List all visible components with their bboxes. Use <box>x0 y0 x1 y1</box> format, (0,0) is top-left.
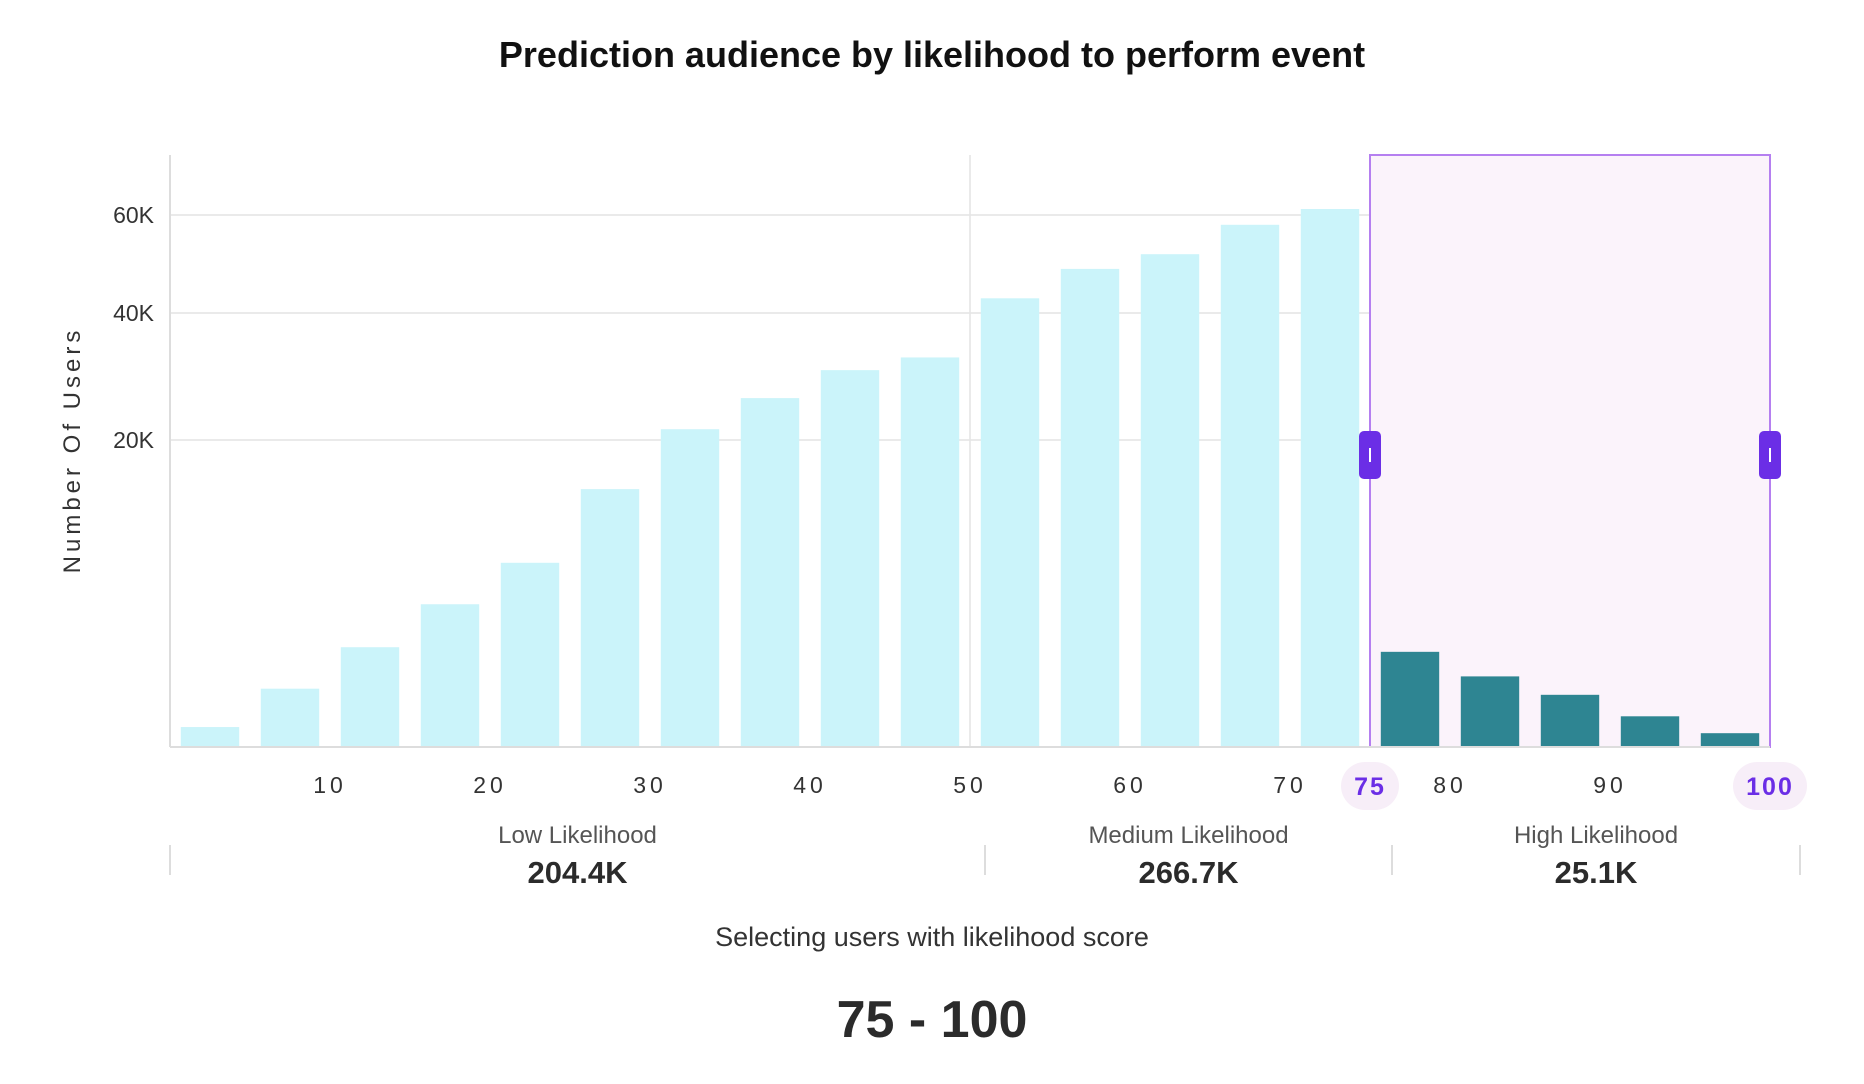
y-tick-label: 60K <box>113 202 155 228</box>
x-tick-label: 80 <box>1433 772 1467 798</box>
selection-start-label: 75 <box>1354 773 1386 801</box>
bar-85-90 <box>1540 694 1600 747</box>
bar-80-85 <box>1460 676 1520 747</box>
segment-name: Medium Likelihood <box>1088 822 1288 849</box>
x-tick-label: 60 <box>1113 772 1147 798</box>
bar-95-100 <box>1700 733 1760 747</box>
selection-end-label: 100 <box>1746 773 1794 801</box>
bar-70-75 <box>1300 209 1360 747</box>
chart-title: Prediction audience by likelihood to per… <box>498 34 1366 75</box>
likelihood-segments: Low Likelihood 204.4K Medium Likelihood 266… <box>169 822 1801 890</box>
bars <box>180 209 1760 748</box>
axes <box>169 155 1770 748</box>
x-tick-label: 90 <box>1593 772 1627 798</box>
bar-40-45 <box>820 370 880 747</box>
bar-45-50 <box>900 357 960 747</box>
segment-name: High Likelihood <box>1514 822 1678 849</box>
y-tick-label: 20K <box>113 427 155 453</box>
x-tick-label: 30 <box>633 772 667 798</box>
bar-25-30 <box>580 489 640 747</box>
segment-value: 204.4K <box>528 855 629 890</box>
x-tick-label: 20 <box>473 772 507 798</box>
bar-60-65 <box>1140 254 1200 747</box>
y-tick-label: 40K <box>113 300 155 326</box>
selection-end-label-pill <box>1733 762 1807 810</box>
bar-10-15 <box>340 647 400 747</box>
bar-65-70 <box>1220 224 1280 748</box>
x-tick-label: 10 <box>313 772 347 798</box>
selection-range-value: 75 - 100 <box>836 991 1028 1049</box>
bar-50-55 <box>980 298 1040 747</box>
segment-value: 266.7K <box>1139 855 1240 890</box>
bar-5-10 <box>260 688 320 747</box>
bar-55-60 <box>1060 268 1120 747</box>
bar-20-25 <box>500 562 560 747</box>
bar-35-40 <box>740 398 800 747</box>
selection-handles[interactable] <box>1359 431 1781 479</box>
bar-90-95 <box>1620 716 1680 747</box>
segment-name: Low Likelihood <box>498 822 657 849</box>
axis-labels: 20K 40K 60K 10 20 30 40 50 60 70 80 90 75 100 Number O… <box>59 202 1807 810</box>
bar-0-5 <box>180 727 240 747</box>
x-tick-label: 70 <box>1273 772 1307 798</box>
bar-75-80 <box>1380 651 1440 747</box>
x-tick-label: 40 <box>793 772 827 798</box>
selecting-label: Selecting users with likelihood score <box>715 922 1149 952</box>
segment-value: 25.1K <box>1555 855 1638 890</box>
y-axis-title: Number Of Users <box>59 327 86 574</box>
selection-start-label-pill <box>1341 762 1399 810</box>
bar-30-35 <box>660 429 720 747</box>
bar-chart: 20K 40K 60K 10 20 30 40 50 60 70 80 90 75 100 Number O… <box>59 154 1807 890</box>
bar-15-20 <box>420 604 480 747</box>
x-tick-label: 50 <box>953 772 987 798</box>
